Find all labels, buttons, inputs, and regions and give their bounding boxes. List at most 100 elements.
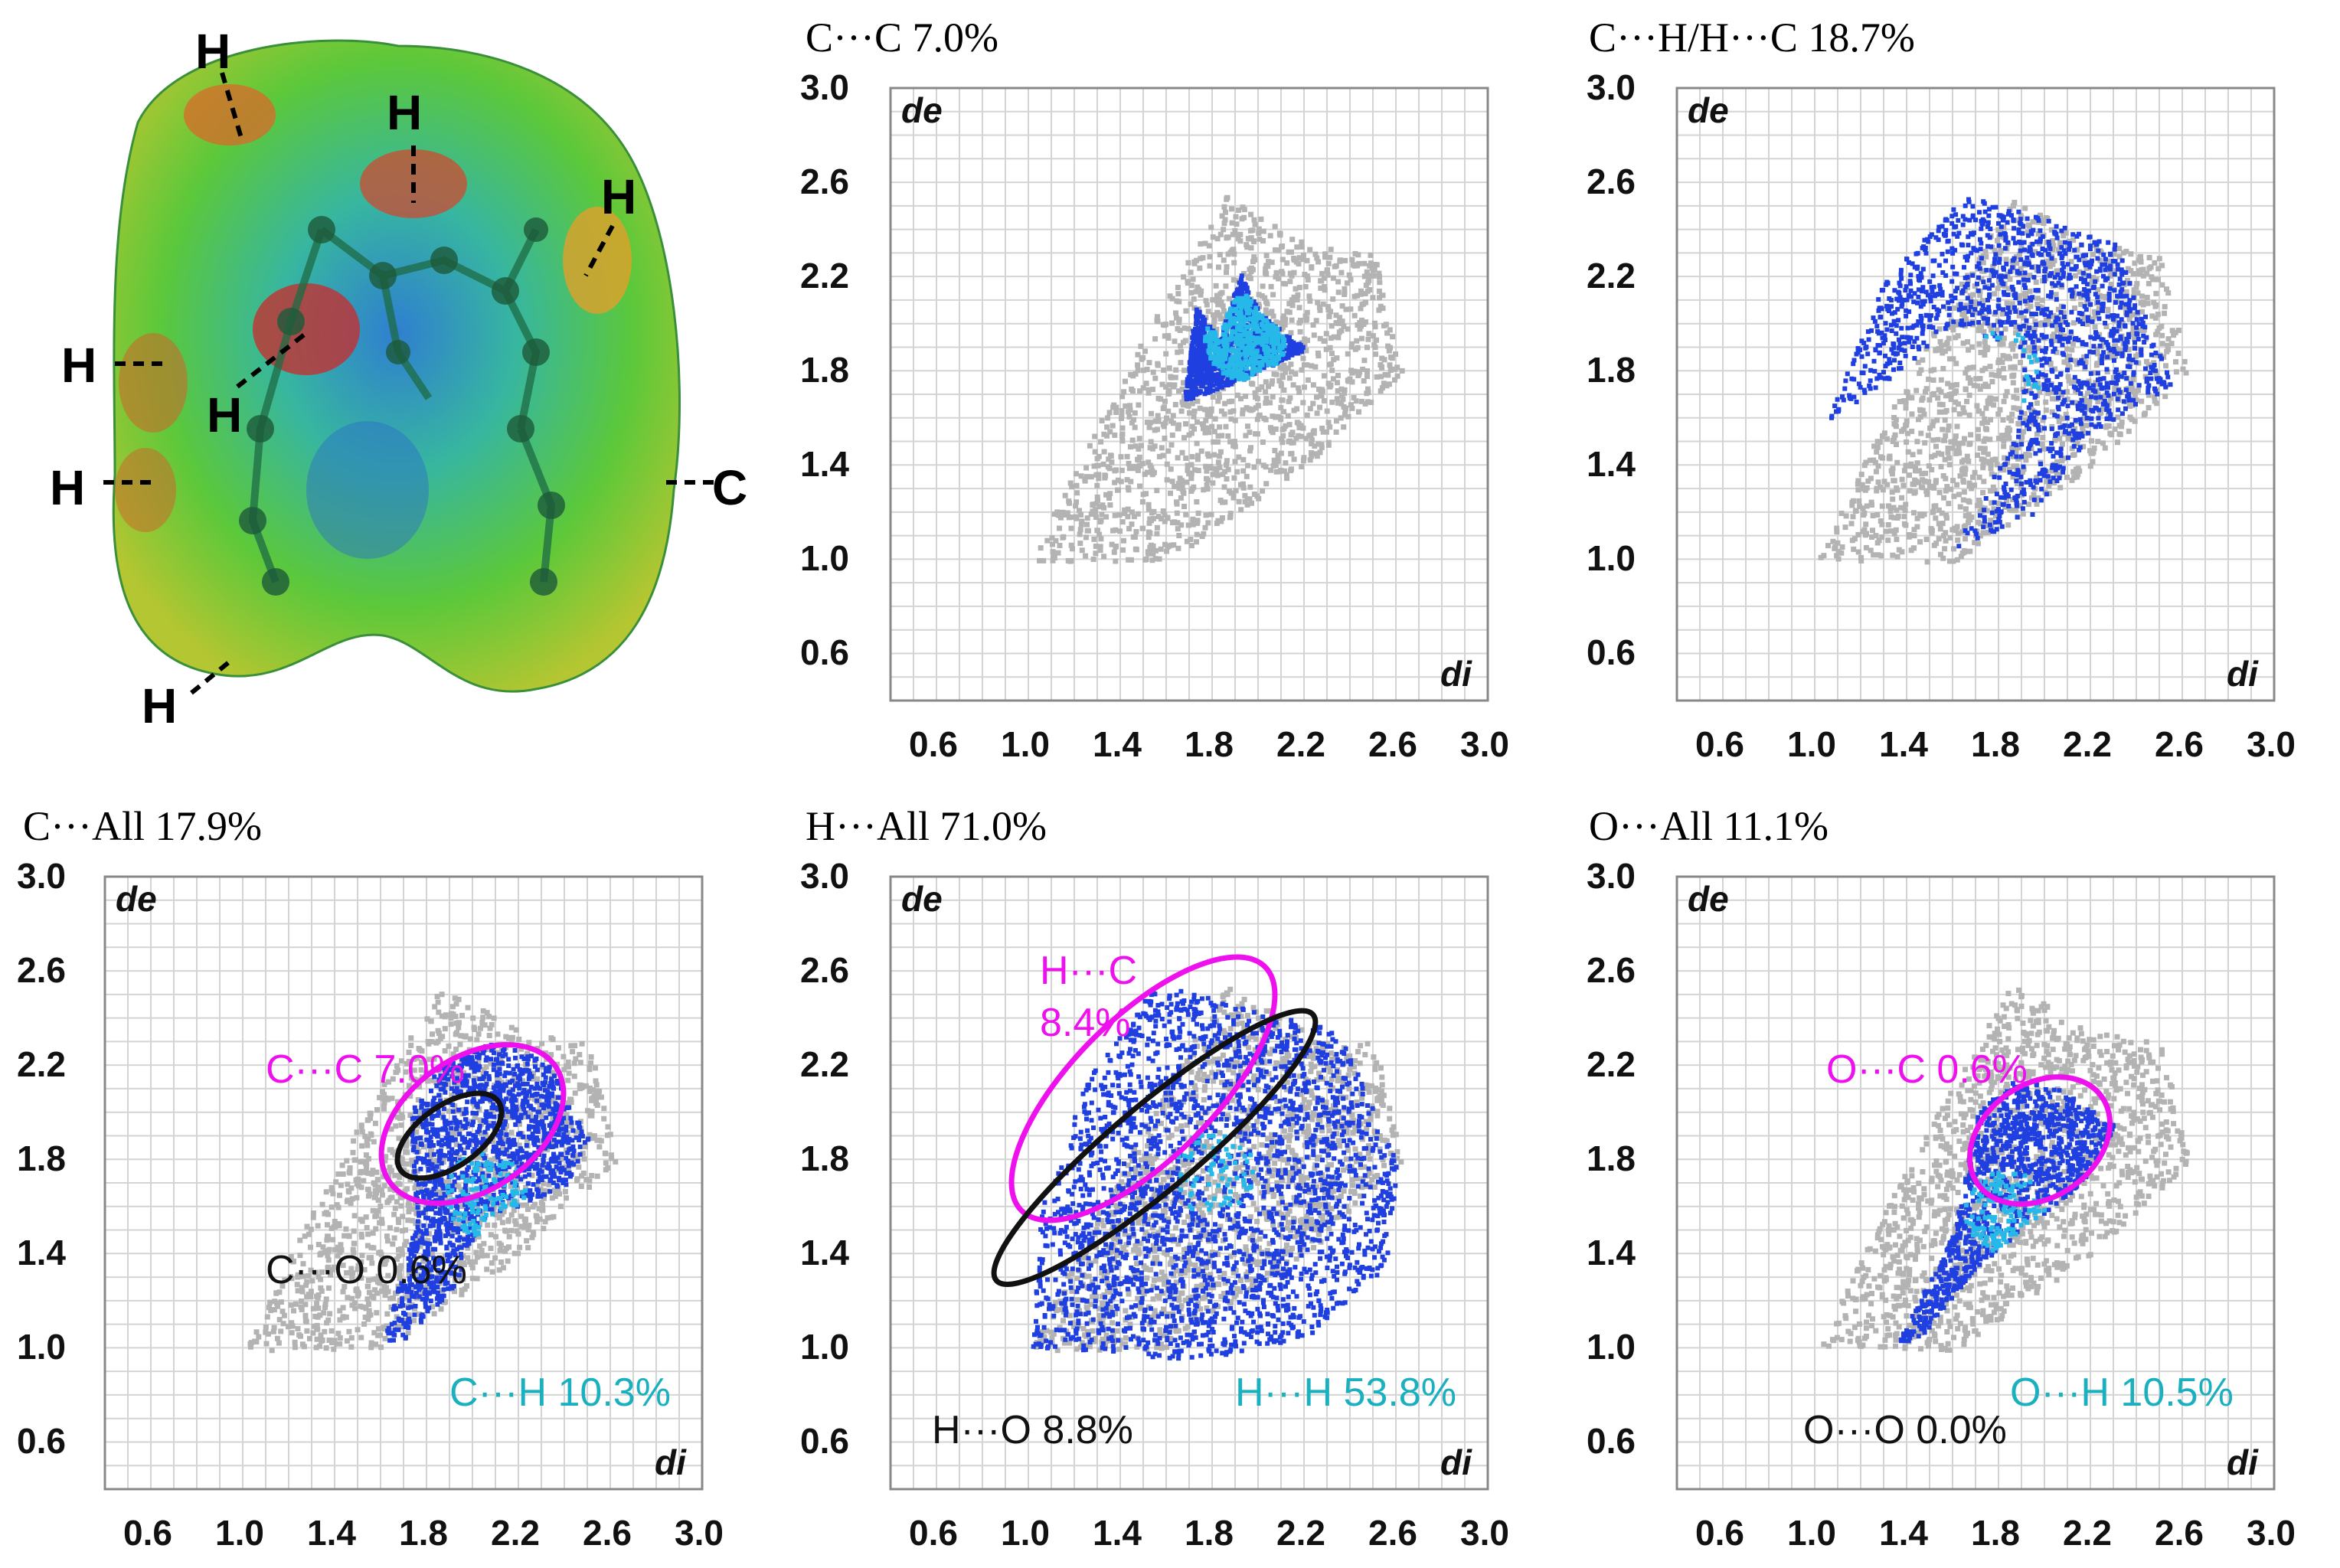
y-tick-label: 3.0 (1587, 67, 1636, 107)
highlight-core-points (1203, 293, 1287, 382)
atom-label-h5: H (207, 387, 243, 443)
x-tick-label: 1.8 (399, 1513, 448, 1553)
contact-annotation: 8.4% (1040, 1000, 1131, 1045)
x-tick-label: 2.6 (2155, 1513, 2204, 1553)
highlight-core-points (1964, 1171, 2048, 1253)
x-tick-label: 1.0 (215, 1513, 264, 1553)
y-tick-label: 3.0 (17, 856, 66, 896)
contact-annotation: O···H 10.5% (2010, 1370, 2234, 1415)
x-tick-label: 0.6 (909, 1513, 958, 1553)
y-tick-label: 1.8 (1587, 1138, 1636, 1179)
x-tick-label: 1.0 (1787, 1513, 1836, 1553)
y-tick-label: 1.0 (800, 1327, 849, 1367)
highlight-points (385, 1042, 591, 1343)
x-tick-label: 2.2 (2063, 1513, 2112, 1553)
plot-frame (1675, 875, 2276, 1491)
x-tick-label: 1.4 (1879, 724, 1928, 764)
y-tick-label: 1.0 (800, 538, 849, 579)
y-tick-label: 2.2 (800, 1044, 849, 1085)
contact-annotation: H···C (1040, 949, 1138, 994)
plot-frame (1675, 87, 2276, 702)
plot-title: H···All 71.0% (806, 803, 1047, 849)
atom-label-h3: H (601, 169, 637, 224)
plot-title: O···All 11.1% (1589, 803, 1829, 849)
highlight-points (1898, 1081, 2116, 1344)
contact-annotation: C···O 0.6% (266, 1247, 467, 1292)
region-ellipse-1 (378, 1042, 567, 1207)
fingerprint-plot-2 (1675, 87, 2276, 702)
y-tick-label: 1.8 (800, 350, 849, 390)
fingerprint-plot-5 (1675, 875, 2276, 1491)
plot-title: C···H/H···C 18.7% (1589, 15, 1915, 60)
x-tick-label: 2.6 (583, 1513, 632, 1553)
x-axis-label: di (2227, 1442, 2258, 1482)
x-tick-label: 3.0 (1460, 724, 1509, 764)
y-tick-label: 2.6 (1587, 162, 1636, 202)
x-tick-label: 1.8 (1971, 1513, 2020, 1553)
x-tick-label: 1.0 (1001, 724, 1050, 764)
fingerprint-plot-4 (889, 875, 1489, 1491)
highlight-points (1183, 273, 1306, 402)
y-axis-label: de (901, 90, 943, 130)
y-tick-label: 0.6 (1587, 1421, 1636, 1462)
x-tick-label: 1.8 (1971, 724, 2020, 764)
x-tick-label: 3.0 (1460, 1513, 1509, 1553)
y-tick-label: 0.6 (1587, 632, 1636, 673)
x-tick-label: 1.4 (1093, 1513, 1142, 1553)
background-points (1033, 986, 1404, 1354)
plot-title: C···All 17.9% (23, 803, 262, 849)
plot-title: C···C 7.0% (806, 15, 998, 60)
y-axis-label: de (901, 879, 943, 919)
y-tick-label: 2.6 (1587, 950, 1636, 991)
y-tick-label: 1.0 (1587, 538, 1636, 579)
y-tick-label: 0.6 (17, 1421, 66, 1462)
red-spot-6 (115, 448, 176, 532)
x-tick-label: 0.6 (123, 1513, 172, 1553)
y-axis-label: de (1688, 879, 1729, 919)
y-tick-label: 1.4 (17, 1233, 66, 1273)
background-points (247, 991, 619, 1354)
contact-dashes (103, 72, 716, 695)
y-tick-label: 2.2 (1587, 1044, 1636, 1085)
plot-frame (889, 875, 1489, 1491)
y-tick-label: 1.8 (800, 1138, 849, 1179)
hirshfeld-surface-figure: H H H H H H H C (0, 0, 766, 766)
x-tick-label: 3.0 (675, 1513, 724, 1553)
contact-annotation: C···C 7.0% (266, 1047, 466, 1093)
y-tick-label: 1.8 (1587, 350, 1636, 390)
plot-frame (889, 87, 1489, 702)
y-tick-label: 1.0 (17, 1327, 66, 1367)
x-axis-label: di (1440, 654, 1472, 694)
y-tick-label: 2.2 (800, 256, 849, 296)
background-points (1818, 200, 2189, 565)
region-ellipse-1 (1008, 954, 1278, 1223)
contact-annotation: O···C 0.6% (1826, 1047, 2028, 1093)
y-tick-label: 2.6 (17, 950, 66, 991)
x-tick-label: 0.6 (1695, 1513, 1744, 1553)
y-tick-label: 1.4 (800, 444, 849, 485)
plot-frame (103, 875, 704, 1491)
region-ellipse-2 (394, 1090, 505, 1181)
region-ellipse-1 (1967, 1074, 2113, 1207)
y-tick-label: 1.8 (17, 1138, 66, 1179)
y-axis-label: de (116, 879, 157, 919)
highlight-points (1829, 197, 2173, 549)
y-tick-label: 3.0 (800, 856, 849, 896)
highlight-core-points (1984, 331, 2041, 403)
y-tick-label: 1.0 (1587, 1327, 1636, 1367)
x-axis-label: di (1440, 1442, 1472, 1482)
y-axis-label: de (1688, 90, 1729, 130)
x-tick-label: 1.0 (1001, 1513, 1050, 1553)
red-spot-3 (563, 207, 632, 314)
x-tick-label: 1.4 (1879, 1513, 1928, 1553)
x-tick-label: 1.8 (1185, 1513, 1234, 1553)
atom-label-h7: H (142, 678, 178, 733)
y-tick-label: 3.0 (1587, 856, 1636, 896)
x-tick-label: 3.0 (2247, 1513, 2296, 1553)
contact-annotation: H···H 53.8% (1235, 1370, 1456, 1415)
x-tick-label: 0.6 (909, 724, 958, 764)
atom-label-c1: C (712, 460, 748, 515)
x-tick-label: 2.6 (1368, 1513, 1417, 1553)
y-tick-label: 3.0 (800, 67, 849, 107)
